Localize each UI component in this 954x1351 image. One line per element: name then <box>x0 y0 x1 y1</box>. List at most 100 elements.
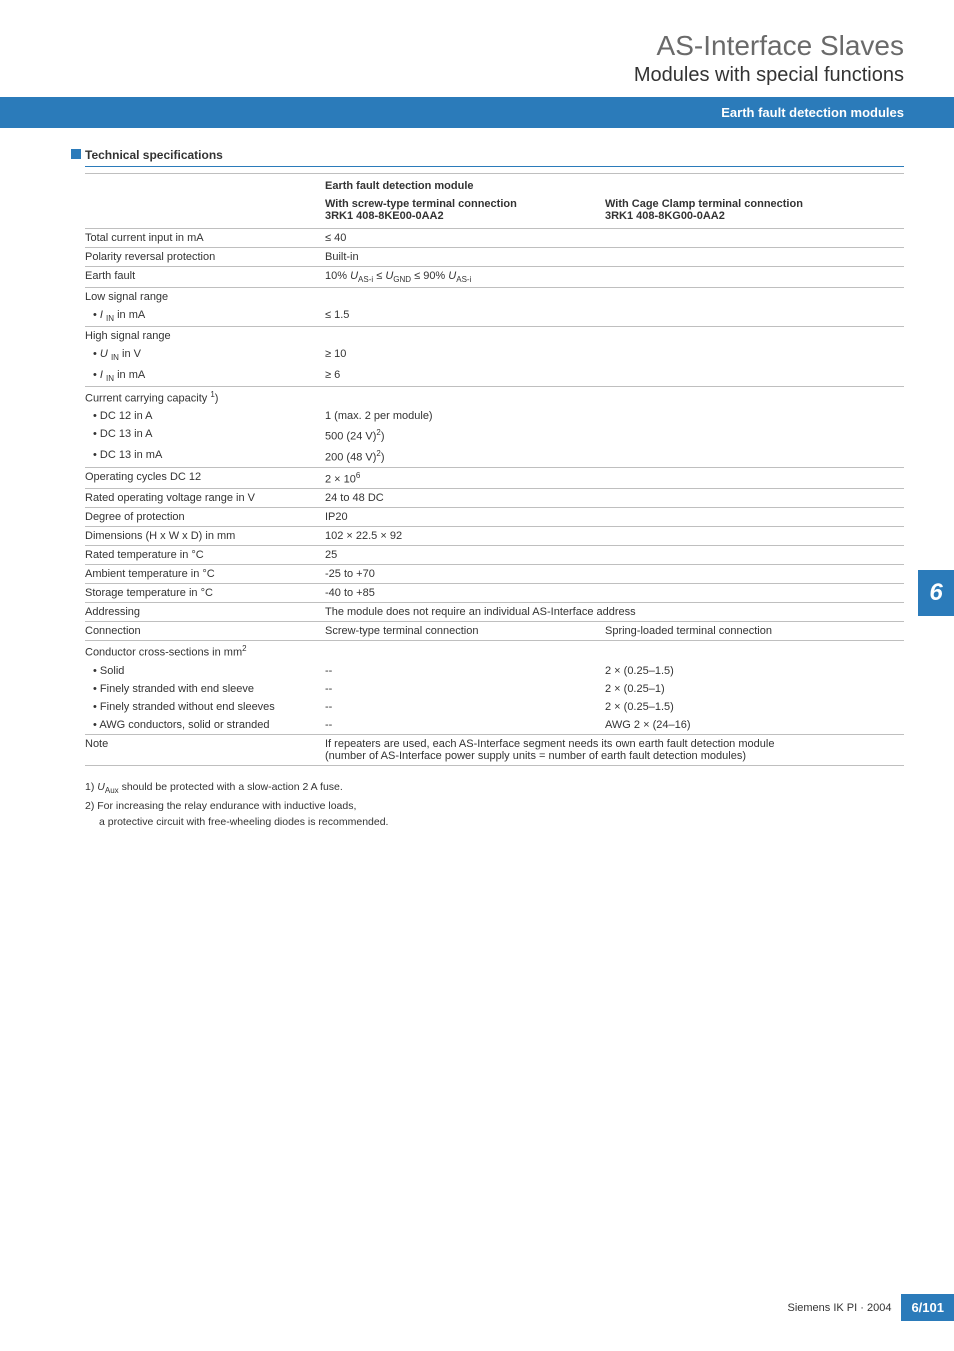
table-row: High signal range <box>85 327 904 346</box>
table-row: Rated operating voltage range in V 24 to… <box>85 489 904 508</box>
table-row: Ambient temperature in °C -25 to +70 <box>85 565 904 584</box>
row-value <box>325 327 904 346</box>
row-label: Connection <box>85 622 325 641</box>
table-row: Solid -- 2 × (0.25–1.5) <box>85 662 904 680</box>
row-value-2: 2 × (0.25–1.5) <box>605 698 904 716</box>
row-value: ≤ 1.5 <box>325 306 904 327</box>
row-label: Dimensions (H x W x D) in mm <box>85 527 325 546</box>
table-subheader-row: With screw-type terminal connection 3RK1… <box>85 195 904 229</box>
row-label: High signal range <box>85 327 325 346</box>
row-value: ≤ 40 <box>325 229 904 248</box>
row-value: 500 (24 V)2) <box>325 425 904 446</box>
footnotes: 1) UAux should be protected with a slow-… <box>85 780 904 829</box>
table-row: Connection Screw-type terminal connectio… <box>85 622 904 641</box>
note-line1: If repeaters are used, each AS-Interface… <box>325 738 774 750</box>
row-value-1: -- <box>325 662 605 680</box>
row-label: Total current input in mA <box>85 229 325 248</box>
row-value: Built-in <box>325 248 904 267</box>
row-value: 24 to 48 DC <box>325 489 904 508</box>
row-sublabel: I IN in mA <box>85 306 325 327</box>
table-row: DC 13 in A 500 (24 V)2) <box>85 425 904 446</box>
table-row: Low signal range <box>85 288 904 307</box>
row-value <box>325 288 904 307</box>
row-value: ≥ 6 <box>325 366 904 387</box>
table-row: Finely stranded with end sleeve -- 2 × (… <box>85 680 904 698</box>
col1-head-l1: With screw-type terminal connection <box>325 198 517 210</box>
table-row: AWG conductors, solid or stranded -- AWG… <box>85 716 904 735</box>
row-value: 10% UAS-i ≤ UGND ≤ 90% UAS-i <box>325 267 904 288</box>
table-row: DC 13 in mA 200 (48 V)2) <box>85 446 904 467</box>
table-row: Polarity reversal protection Built-in <box>85 248 904 267</box>
row-value: 102 × 22.5 × 92 <box>325 527 904 546</box>
row-label: Low signal range <box>85 288 325 307</box>
row-value-1: -- <box>325 716 605 735</box>
row-value: If repeaters are used, each AS-Interface… <box>325 735 904 766</box>
row-sublabel: DC 13 in mA <box>85 446 325 467</box>
footer: Siemens IK PI · 2004 6/101 <box>788 1294 954 1321</box>
row-sublabel: I IN in mA <box>85 366 325 387</box>
row-label: Operating cycles DC 12 <box>85 467 325 489</box>
row-value: 200 (48 V)2) <box>325 446 904 467</box>
blank-subheader <box>85 195 325 229</box>
table-row: Finely stranded without end sleeves -- 2… <box>85 698 904 716</box>
table-row: Current carrying capacity 1) <box>85 386 904 407</box>
row-label: Current carrying capacity 1) <box>85 386 325 407</box>
table-row: Dimensions (H x W x D) in mm 102 × 22.5 … <box>85 527 904 546</box>
row-label: Storage temperature in °C <box>85 584 325 603</box>
row-value: 2 × 106 <box>325 467 904 489</box>
row-value-1: -- <box>325 698 605 716</box>
row-value-2: AWG 2 × (24–16) <box>605 716 904 735</box>
note-line2: (number of AS-Interface power supply uni… <box>325 750 746 762</box>
row-sublabel: U IN in V <box>85 345 325 365</box>
spec-table: Earth fault detection module With screw-… <box>85 173 904 766</box>
section-heading: Technical specifications <box>85 148 904 167</box>
col2-head: With Cage Clamp terminal connection 3RK1… <box>605 195 904 229</box>
side-tab: 6 <box>918 570 954 616</box>
row-value: 25 <box>325 546 904 565</box>
col2-head-l1: With Cage Clamp terminal connection <box>605 198 803 210</box>
header-spanning: Earth fault detection module <box>325 174 904 196</box>
col1-head-l2: 3RK1 408-8KE00-0AA2 <box>325 210 444 222</box>
col2-head-l2: 3RK1 408-8KG00-0AA2 <box>605 210 725 222</box>
table-row: I IN in mA ≥ 6 <box>85 366 904 387</box>
row-label: Addressing <box>85 603 325 622</box>
row-label: Rated operating voltage range in V <box>85 489 325 508</box>
table-row: Note If repeaters are used, each AS-Inte… <box>85 735 904 766</box>
row-sublabel: DC 12 in A <box>85 407 325 425</box>
row-label: Ambient temperature in °C <box>85 565 325 584</box>
row-value-1: Screw-type terminal connection <box>325 622 605 641</box>
table-row: Addressing The module does not require a… <box>85 603 904 622</box>
title-main: AS-Interface Slaves <box>0 30 904 62</box>
footnote-2-l2: a protective circuit with free-wheeling … <box>85 815 904 829</box>
table-row: Storage temperature in °C -40 to +85 <box>85 584 904 603</box>
content: Technical specifications Earth fault det… <box>0 128 954 829</box>
footer-page: 6/101 <box>901 1294 954 1321</box>
table-row: Operating cycles DC 12 2 × 106 <box>85 467 904 489</box>
row-value: -25 to +70 <box>325 565 904 584</box>
row-value <box>325 386 904 407</box>
table-row: DC 12 in A 1 (max. 2 per module) <box>85 407 904 425</box>
row-label: Earth fault <box>85 267 325 288</box>
footnote-1: 1) UAux should be protected with a slow-… <box>85 780 904 797</box>
row-value: The module does not require an individua… <box>325 603 904 622</box>
row-label: Rated temperature in °C <box>85 546 325 565</box>
footnote-2-l1: 2) For increasing the relay endurance wi… <box>85 799 904 813</box>
table-row: Conductor cross-sections in mm2 <box>85 641 904 662</box>
footer-text: Siemens IK PI · 2004 <box>788 1302 892 1314</box>
row-sublabel: AWG conductors, solid or stranded <box>85 716 325 735</box>
page-header: AS-Interface Slaves Modules with special… <box>0 0 954 87</box>
row-value-2: 2 × (0.25–1.5) <box>605 662 904 680</box>
title-sub: Modules with special functions <box>0 64 904 87</box>
row-value-1: -- <box>325 680 605 698</box>
row-sublabel: Finely stranded without end sleeves <box>85 698 325 716</box>
table-row: U IN in V ≥ 10 <box>85 345 904 365</box>
row-label: Note <box>85 735 325 766</box>
row-sublabel: Finely stranded with end sleeve <box>85 680 325 698</box>
row-value: -40 to +85 <box>325 584 904 603</box>
table-header-row: Earth fault detection module <box>85 174 904 196</box>
table-row: Earth fault 10% UAS-i ≤ UGND ≤ 90% UAS-i <box>85 267 904 288</box>
table-row: Rated temperature in °C 25 <box>85 546 904 565</box>
row-label: Degree of protection <box>85 508 325 527</box>
row-label: Conductor cross-sections in mm2 <box>85 641 325 662</box>
row-sublabel: Solid <box>85 662 325 680</box>
